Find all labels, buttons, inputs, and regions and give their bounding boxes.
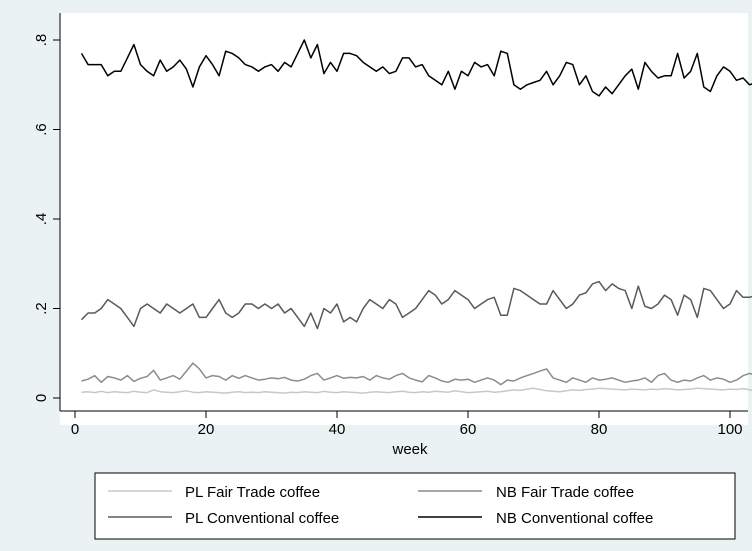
y-tick-label: .4 [33,213,50,226]
x-tick-label: 80 [591,421,608,438]
legend-label-nb-conventional: NB Conventional coffee [496,510,653,527]
legend-label-nb-fair-trade: NB Fair Trade coffee [496,484,634,501]
series-line-pl-fair-trade-coffee [81,387,752,394]
x-tick-label: 60 [460,421,477,438]
x-tick-label: 20 [198,421,215,438]
series-line-nb-conventional-coffee [80,39,752,97]
series-line-nb-fair-trade-coffee [81,362,752,386]
series-line-pl-conventional-coffee [80,280,752,330]
x-axis-title: week [391,441,428,458]
legend-label-pl-fair-trade: PL Fair Trade coffee [185,484,320,501]
legend-label-pl-conventional: PL Conventional coffee [185,510,339,527]
plot-area [60,13,748,425]
y-tick-label: .8 [33,34,50,47]
x-tick-label: 0 [71,421,79,438]
x-tick-label: 100 [717,421,742,438]
y-tick-label: .2 [33,302,50,315]
legend: PL Fair Trade coffee NB Fair Trade coffe… [94,472,736,540]
legend-box [94,472,736,540]
y-tick-label: 0 [33,394,50,402]
y-tick-label: .6 [33,123,50,136]
x-tick-label: 40 [329,421,346,438]
